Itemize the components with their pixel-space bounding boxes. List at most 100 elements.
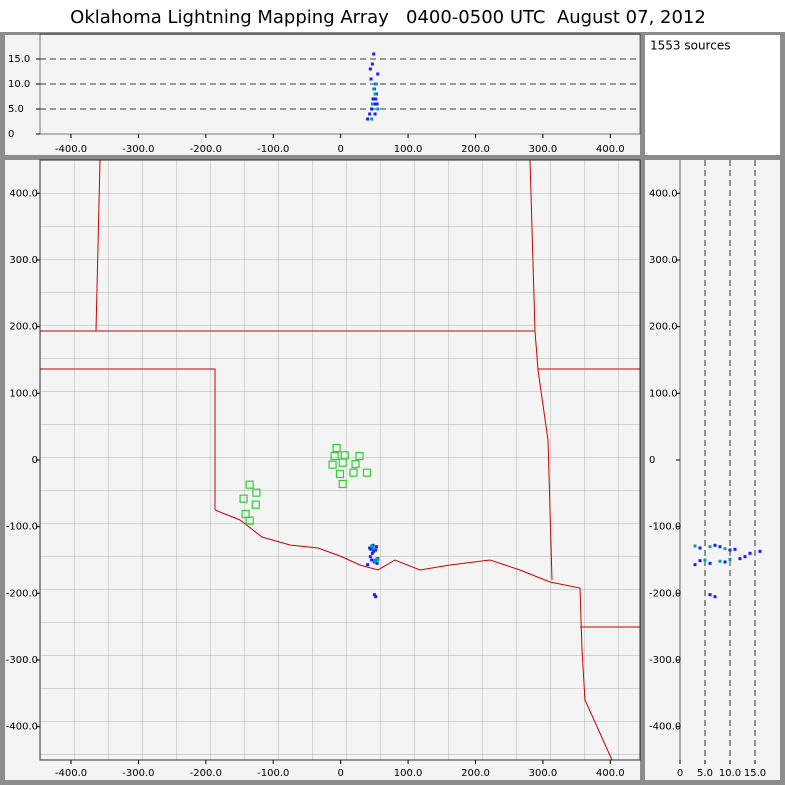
x-tick-label: -300.0 (122, 768, 154, 779)
source (372, 549, 376, 553)
source-height-x (374, 97, 378, 101)
source-height-y (723, 547, 727, 551)
y-tick-label: 400.0 (9, 188, 38, 199)
side-y-tick-label: -200.0 (649, 588, 681, 599)
station (328, 460, 337, 469)
x-tick-label: 200.0 (461, 768, 490, 779)
source-height-x (370, 62, 374, 66)
top-x-tick-label: 400.0 (596, 144, 625, 155)
side-panel (645, 160, 780, 780)
source-height-x (371, 97, 375, 101)
y-tick-label: 0 (32, 455, 38, 466)
top-x-tick-label: 0 (337, 144, 343, 155)
source (375, 561, 379, 565)
state-borders (40, 160, 640, 760)
source-height-x (368, 67, 372, 71)
y-tick-label: -400.0 (6, 722, 38, 733)
source-height-y (733, 547, 737, 551)
top-panel (5, 35, 640, 155)
source-height-y (748, 551, 752, 555)
source (369, 547, 373, 551)
top-z-tick-label: 0 (8, 129, 14, 140)
x-tick-label: -200.0 (190, 768, 222, 779)
source-height-y (738, 557, 742, 561)
station (338, 458, 347, 467)
source-height-y (713, 595, 717, 599)
source (374, 557, 378, 561)
station (362, 468, 372, 477)
source (374, 548, 378, 552)
top-x-tick-label: 300.0 (529, 144, 558, 155)
x-tick-label: -100.0 (257, 768, 289, 779)
station (351, 459, 360, 469)
title: Oklahoma Lightning Mapping Array 0400-05… (70, 7, 706, 28)
source (368, 555, 372, 559)
info-panel (645, 35, 780, 155)
y-tick-label: -100.0 (6, 522, 38, 533)
source-height-y (718, 545, 722, 549)
source-height-y (698, 559, 702, 563)
station (245, 480, 254, 489)
station (251, 500, 260, 509)
source-height-x (370, 117, 374, 121)
y-tick-label: 300.0 (9, 255, 38, 266)
top-x-tick-label: -200.0 (190, 144, 222, 155)
side-y-tick-label: 100.0 (649, 388, 678, 399)
x-tick-label: 300.0 (529, 768, 558, 779)
source-height-x (376, 72, 380, 76)
source-height-x (372, 102, 376, 106)
source (374, 595, 378, 599)
x-tick-label: 100.0 (394, 768, 423, 779)
top-x-tick-label: -100.0 (257, 144, 289, 155)
map (40, 160, 640, 760)
top-z-tick-label: 10.0 (8, 79, 30, 90)
source-height-y (703, 558, 707, 562)
source-height-x (366, 117, 370, 121)
source-height-x (375, 102, 379, 106)
station (330, 451, 339, 461)
source (370, 558, 374, 562)
source-height-y (743, 555, 747, 559)
source-height-x (376, 107, 380, 111)
station (349, 468, 358, 477)
source (374, 545, 378, 549)
source (373, 559, 377, 563)
side-y-tick-label: 400.0 (649, 188, 678, 199)
station (355, 451, 364, 461)
x-tick-label: -400.0 (55, 768, 87, 779)
y-tick-label: -300.0 (6, 655, 38, 666)
station (245, 516, 254, 525)
source-height-x (368, 112, 372, 116)
source-height-y (698, 546, 702, 550)
side-y-tick-label: -100.0 (649, 522, 681, 533)
source-height-y (723, 560, 727, 564)
top-z-tick-label: 5.0 (8, 104, 24, 115)
y-tick-label: 200.0 (9, 322, 38, 333)
source-height-y (693, 544, 697, 548)
source-height-x (372, 87, 376, 91)
source-height-y (758, 549, 762, 553)
y-tick-label: -200.0 (6, 588, 38, 599)
side-y-tick-label: 0 (649, 455, 655, 466)
side-y-tick-label: -400.0 (649, 722, 681, 733)
source-height-x (370, 107, 374, 111)
y-tick-label: 100.0 (9, 388, 38, 399)
source-height-y (693, 563, 697, 567)
source (372, 547, 376, 551)
station (239, 494, 248, 503)
side-z-tick-label: 0 (677, 768, 683, 779)
side-y-tick-label: 300.0 (649, 255, 678, 266)
top-x-tick-label: 100.0 (394, 144, 423, 155)
side-y-tick-label: 200.0 (649, 322, 678, 333)
source-height-x (374, 82, 378, 86)
county-lines (40, 160, 640, 760)
source-height-y (728, 557, 732, 561)
station (335, 469, 345, 479)
source (370, 544, 374, 548)
top-x-tick-label: -400.0 (55, 144, 87, 155)
station (338, 479, 347, 489)
source-height-y (718, 559, 722, 563)
side-z-tick-label: 10.0 (719, 768, 741, 779)
source-height-x (373, 92, 377, 96)
